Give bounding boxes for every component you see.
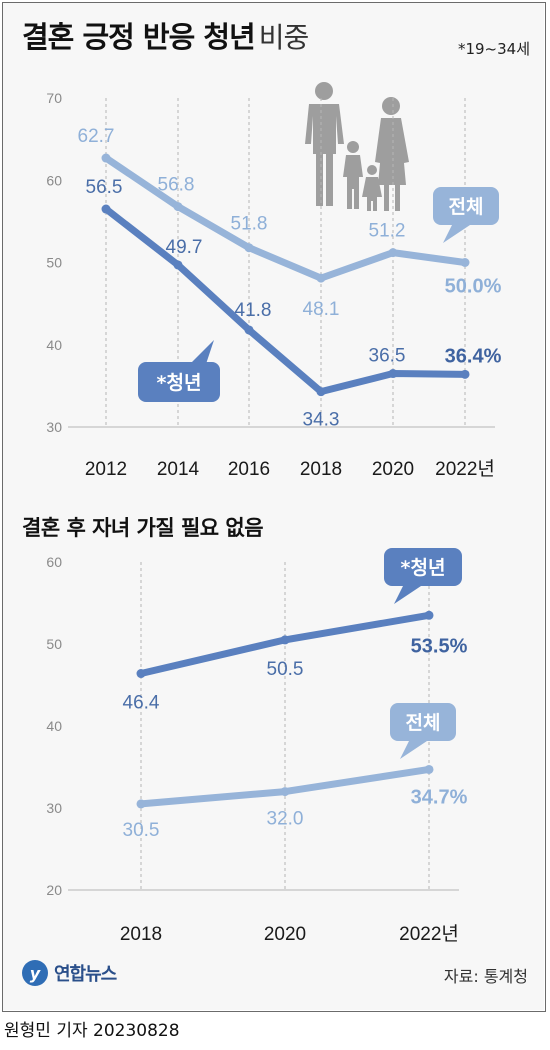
chart1-x-tick: 2016: [228, 459, 270, 480]
chart1-youth-point: [460, 369, 470, 379]
chart2-legend-youth-tag-tip: [394, 584, 424, 604]
infographic-frame: [2, 2, 546, 1012]
chart2-total-point: [136, 799, 146, 809]
chart1-y-tick: 70: [46, 90, 62, 106]
yonhap-logo: y 연합뉴스: [22, 960, 117, 986]
chart1-youth-point: [101, 204, 111, 214]
chart1-total-point: [244, 243, 254, 253]
chart1-total-data-label: 51.2: [369, 221, 406, 242]
chart2-youth-point: [136, 669, 146, 679]
data-source: 자료: 통계청: [443, 967, 528, 986]
chart1-legend-total-tag-text: 전체: [449, 196, 484, 218]
chart2-y-tick: 40: [46, 718, 62, 734]
chart1-total-data-label: 48.1: [303, 299, 340, 320]
chart1-total-data-label: 50.0%: [445, 276, 502, 298]
chart1-legend-total-tag-box: [433, 187, 499, 225]
chart2-total-data-label: 30.5: [123, 820, 160, 841]
chart2-legend-total-tag: 전체: [390, 703, 456, 759]
chart1-y-tick: 30: [46, 419, 62, 435]
chart2-legend-youth-tag-box: [384, 548, 462, 586]
title-sub: 비중: [258, 21, 310, 54]
chart2-youth-data-label: 46.4: [123, 693, 160, 714]
chart1-y-tick: 40: [46, 337, 62, 353]
chart1-youth-data-label: 36.4%: [445, 345, 502, 367]
chart1-x-tick: 2012: [85, 459, 127, 480]
chart2-y-tick: 20: [46, 882, 62, 898]
chart1-legend-youth-tag-tip: [190, 340, 214, 364]
chart1-youth-data-label: 56.5: [86, 177, 123, 198]
reporter-credit: 원형민 기자 20230828: [4, 1021, 180, 1041]
chart1-x-tick: 2018: [300, 459, 342, 480]
chart1-youth-data-label: 34.3: [303, 410, 340, 431]
chart2-x-tick: 2020: [264, 924, 306, 945]
chart1-total-data-label: 56.8: [158, 175, 195, 196]
chart1-total-point: [460, 258, 470, 267]
chart1-youth-point: [244, 325, 254, 335]
chart2-y-tick: 50: [46, 636, 62, 652]
chart1-total-point: [101, 153, 111, 163]
chart2-title: 결혼 후 자녀 가질 필요 없음: [22, 516, 264, 540]
chart1-legend-youth-tag-box: [138, 362, 220, 402]
chart2-y-tick: 30: [46, 800, 62, 816]
chart2-y-tick: 60: [46, 554, 62, 570]
chart1-x-tick: 2020: [372, 459, 414, 480]
chart2-x-tick: 2018: [120, 924, 162, 945]
age-note: *19~34세: [457, 40, 530, 58]
chart1-total-point: [173, 202, 183, 212]
chart1-youth-point: [316, 387, 326, 397]
chart2-total-data-label: 34.7%: [411, 786, 468, 808]
chart2-legend-total-tag-tip: [400, 739, 430, 759]
chart1-total-data-label: 51.8: [231, 214, 268, 235]
chart2-legend-youth-tag: *청년: [384, 548, 462, 604]
chart1-x-tick: 2022년: [435, 458, 495, 480]
chart2-youth-data-label: 50.5: [267, 659, 304, 680]
chart2-total-data-label: 32.0: [267, 809, 304, 830]
chart1-total-line: [102, 154, 469, 282]
title-main: 결혼 긍정 반응 청년: [22, 20, 256, 54]
chart2-total-point: [280, 787, 290, 797]
chart1-x-tick: 2014: [157, 459, 200, 480]
chart1-legend-total-tag: 전체: [433, 187, 499, 243]
chart1-y-tick: 50: [46, 255, 62, 271]
chart2-legend-youth-tag-text: *청년: [401, 557, 446, 579]
logo-text: 연합뉴스: [54, 964, 117, 985]
chart1-youth-line: [102, 205, 469, 396]
chart1-youth-point: [173, 260, 183, 270]
background-panel: [3, 3, 544, 1010]
chart1-youth-data-label: 49.7: [166, 237, 203, 258]
chart2-total-point: [424, 764, 434, 774]
chart2-legend-total-tag-text: 전체: [406, 712, 441, 734]
chart1-total-point: [388, 248, 398, 258]
chart1-y-tick: 60: [46, 172, 62, 188]
chart1-legend-total-tag-tip: [443, 223, 473, 243]
chart2-legend-total-tag-box: [390, 703, 456, 741]
chart2-youth-point: [280, 635, 290, 645]
yonhap-logo-icon: y: [22, 960, 48, 986]
chart2-youth-point: [424, 610, 434, 620]
chart1-legend-youth-tag: *청년: [138, 340, 220, 402]
chart1-total-point: [316, 273, 326, 283]
family-illustration: [305, 82, 409, 211]
chart2-x-tick: 2022년: [399, 923, 459, 945]
chart2-youth-data-label: 53.5%: [411, 635, 468, 657]
chart1-youth-data-label: 41.8: [235, 300, 272, 321]
chart1-total-data-label: 62.7: [78, 126, 115, 147]
chart1-youth-data-label: 36.5: [369, 346, 406, 367]
chart1-youth-point: [388, 369, 398, 379]
chart1-legend-youth-tag-text: *청년: [157, 372, 202, 394]
page-title: 결혼 긍정 반응 청년 비중: [22, 14, 310, 56]
